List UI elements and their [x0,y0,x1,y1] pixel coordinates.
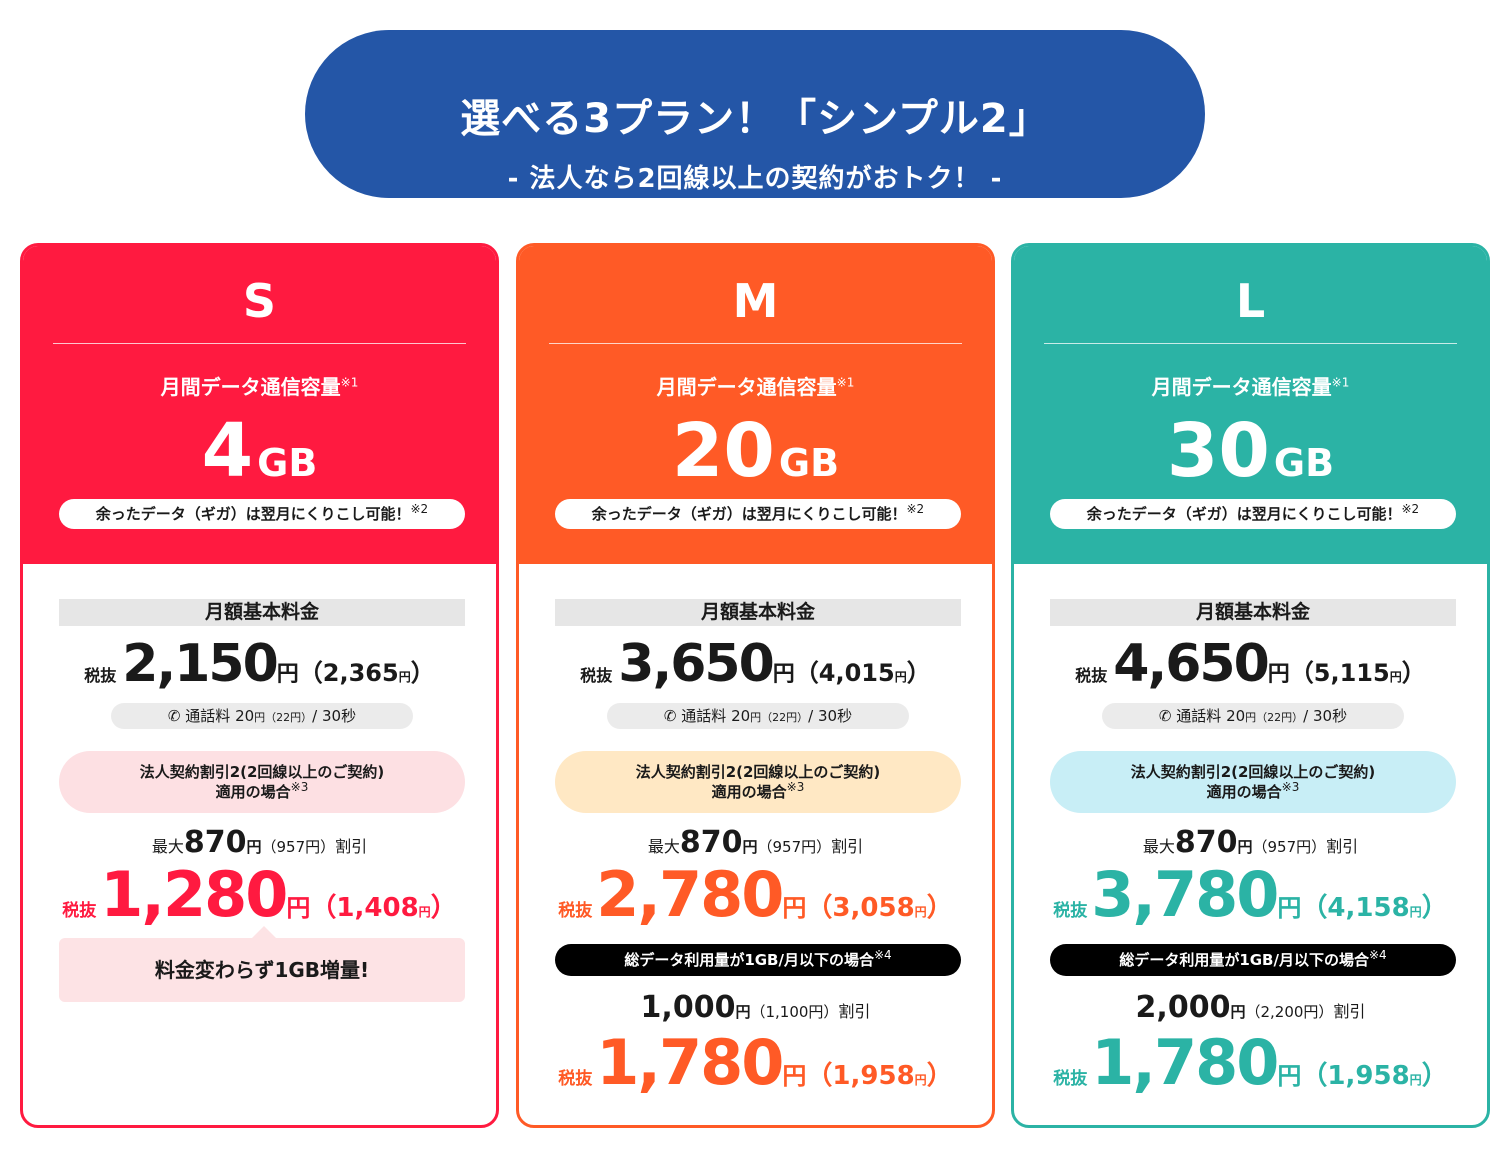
plan-name: M [732,274,779,328]
data-capacity-label: 月間データ通信容量※1 [656,375,855,399]
max-discount-row: 最大870円（957円）割引 [647,825,864,860]
plan-card-header: L 月間データ通信容量※1 30 GB 余ったデータ（ギガ）は翌月にくりこし可能！… [1014,246,1487,564]
plan-card-l: L 月間データ通信容量※1 30 GB 余ったデータ（ギガ）は翌月にくりこし可能！… [1011,243,1490,1128]
call-rate-pill: ✆ 通話料 20円（22円）/ 30秒 [111,703,413,729]
header-divider [53,343,466,344]
plan-name: S [242,274,277,328]
monthly-fee-price: 税抜 3,650円（4,015円） [580,634,931,694]
plan-card-header: S 月間データ通信容量※1 4 GB 余ったデータ（ギガ）は翌月にくりこし可能！※… [23,246,496,564]
data-usage-condition-pill: 総データ利用量が1GB/月以下の場合※4 [555,944,961,976]
call-rate-pill: ✆ 通話料 20円（22円）/ 30秒 [607,703,909,729]
bonus-data-bubble: 料金変わらず1GB増量! [59,938,465,1002]
phone-icon: ✆ [663,707,677,725]
extra-discount-row: 2,000円（2,200円）割引 [1135,990,1366,1025]
discounted-price: 税抜3,780円（4,158円） [1053,858,1448,931]
call-rate-pill: ✆ 通話料 20円（22円）/ 30秒 [1102,703,1404,729]
rollover-badge: 余ったデータ（ギガ）は翌月にくりこし可能！※2 [59,499,465,529]
max-discount-row: 最大870円（957円）割引 [1142,825,1359,860]
data-capacity-label: 月間データ通信容量※1 [160,375,359,399]
final-price: 税抜1,780円（1,958円） [558,1026,953,1099]
discounted-price: 税抜1,280円（1,408円） [62,858,457,931]
rollover-badge: 余ったデータ（ギガ）は翌月にくりこし可能！※2 [555,499,961,529]
final-price: 税抜1,780円（1,958円） [1053,1026,1448,1099]
rollover-badge: 余ったデータ（ギガ）は翌月にくりこし可能！※2 [1050,499,1456,529]
monthly-fee-label: 月額基本料金 [59,599,465,626]
data-capacity-amount: 30 GB [1166,408,1335,494]
plan-card-m: M 月間データ通信容量※1 20 GB 余ったデータ（ギガ）は翌月にくりこし可能！… [516,243,995,1128]
data-capacity-label: 月間データ通信容量※1 [1151,375,1350,399]
max-discount-row: 最大870円（957円）割引 [151,825,368,860]
bubble-tail [252,926,276,938]
phone-icon: ✆ [167,707,181,725]
plan-card-header: M 月間データ通信容量※1 20 GB 余ったデータ（ギガ）は翌月にくりこし可能！… [519,246,992,564]
monthly-fee-label: 月額基本料金 [555,599,961,626]
plan-name: L [1235,274,1266,328]
monthly-fee-label: 月額基本料金 [1050,599,1456,626]
page-title: 選べる3プラン！「シンプル2」 [460,96,1050,142]
monthly-fee-price: 税抜 4,650円（5,115円） [1075,634,1426,694]
header-divider [1044,343,1457,344]
data-capacity-amount: 20 GB [671,408,840,494]
extra-discount-row: 1,000円（1,100円）割引 [640,990,871,1025]
corporate-discount-pill: 法人契約割引2(2回線以上のご契約) 適用の場合※3 [59,751,465,813]
corporate-discount-pill: 法人契約割引2(2回線以上のご契約) 適用の場合※3 [1050,751,1456,813]
corporate-discount-pill: 法人契約割引2(2回線以上のご契約) 適用の場合※3 [555,751,961,813]
phone-icon: ✆ [1158,707,1172,725]
header-divider [549,343,962,344]
data-capacity-amount: 4 GB [201,408,318,494]
page-subtitle: - 法人なら2回線以上の契約がおトク！ - [507,164,1003,194]
plan-card-s: S 月間データ通信容量※1 4 GB 余ったデータ（ギガ）は翌月にくりこし可能！※… [20,243,499,1128]
plan-header-banner: 選べる3プラン！「シンプル2」 - 法人なら2回線以上の契約がおトク！ - [305,30,1205,198]
discounted-price: 税抜2,780円（3,058円） [558,858,953,931]
data-usage-condition-pill: 総データ利用量が1GB/月以下の場合※4 [1050,944,1456,976]
monthly-fee-price: 税抜 2,150円（2,365円） [84,634,435,694]
